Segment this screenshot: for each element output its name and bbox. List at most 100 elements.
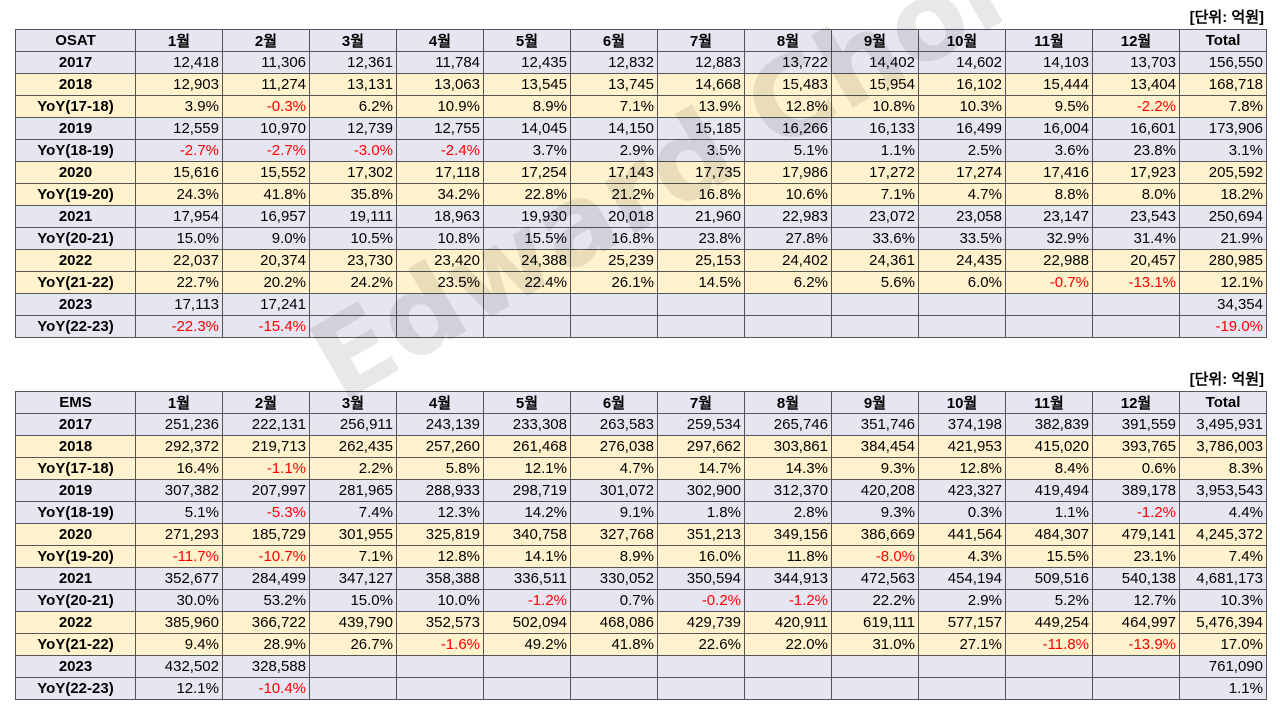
row-label: 2017 (15, 51, 136, 74)
table-cell: 577,157 (918, 611, 1006, 634)
table-cell: 14.1% (483, 545, 571, 568)
table-cell: 26.1% (570, 271, 658, 294)
table-cell: 12,739 (309, 117, 397, 140)
table-cell: 12.7% (1092, 589, 1180, 612)
table-row: YoY(21-22) 9.4% 28.9% 26.7% -1.6% 49.2% 41.8% 2… (15, 633, 1267, 656)
table-cell: 374,198 (918, 413, 1006, 436)
table-name-header: EMS (15, 391, 136, 414)
table-cell (570, 677, 658, 700)
table-cell: 11.8% (744, 545, 832, 568)
table-cell: 23,058 (918, 205, 1006, 228)
table-cell: 472,563 (831, 567, 919, 590)
table-cell (657, 315, 745, 338)
table-cell: 12,361 (309, 51, 397, 74)
table-row: 2021 17,954 16,957 19,111 18,963 19,930 20,018… (15, 205, 1267, 228)
table-cell: 12,832 (570, 51, 658, 74)
table-cell: 432,502 (135, 655, 223, 678)
table-cell: 12.1% (483, 457, 571, 480)
table-row: YoY(19-20) -11.7% -10.7% 7.1% 12.8% 14.1% 8.9%… (15, 545, 1267, 568)
column-header: 8월 (744, 391, 832, 414)
column-header: 3월 (309, 391, 397, 414)
column-header: 6월 (570, 391, 658, 414)
table-cell: 33.5% (918, 227, 1006, 250)
table-cell: 11,784 (396, 51, 484, 74)
table-cell: -2.4% (396, 139, 484, 162)
table-cell: -10.4% (222, 677, 310, 700)
table-cell: 336,511 (483, 567, 571, 590)
table-cell: 468,086 (570, 611, 658, 634)
table-cell: 14.5% (657, 271, 745, 294)
column-header: 12월 (1092, 29, 1180, 52)
table-cell: 619,111 (831, 611, 919, 634)
table-cell: 3,953,543 (1179, 479, 1267, 502)
table-row: 2023 17,113 17,241 34,354 (15, 293, 1267, 316)
row-label: 2022 (15, 611, 136, 634)
table-cell: 17,143 (570, 161, 658, 184)
table-cell: 24.2% (309, 271, 397, 294)
table-cell: 25,153 (657, 249, 745, 272)
table-cell (918, 315, 1006, 338)
table-cell: 12.8% (918, 457, 1006, 480)
table-cell: 3.9% (135, 95, 223, 118)
table-cell: 12.8% (744, 95, 832, 118)
table-cell: 14.2% (483, 501, 571, 524)
table-cell (309, 655, 397, 678)
table-cell: 9.4% (135, 633, 223, 656)
row-label: 2019 (15, 117, 136, 140)
table-cell: 24,361 (831, 249, 919, 272)
table-cell: 19,930 (483, 205, 571, 228)
row-label: 2023 (15, 655, 136, 678)
table-cell: -10.7% (222, 545, 310, 568)
table-cell: 5,476,394 (1179, 611, 1267, 634)
table-cell: 16,957 (222, 205, 310, 228)
table-cell: 276,038 (570, 435, 658, 458)
row-label: YoY(19-20) (15, 545, 136, 568)
table-cell (1092, 315, 1180, 338)
table-cell: 5.8% (396, 457, 484, 480)
table-cell (570, 315, 658, 338)
table-cell: -2.7% (222, 139, 310, 162)
table-cell: 34,354 (1179, 293, 1267, 316)
row-label: YoY(19-20) (15, 183, 136, 206)
table-cell: 31.4% (1092, 227, 1180, 250)
table-cell: 250,694 (1179, 205, 1267, 228)
table-cell: 23,730 (309, 249, 397, 272)
table-cell: 449,254 (1005, 611, 1093, 634)
table-cell (657, 293, 745, 316)
table-cell: 328,588 (222, 655, 310, 678)
table-cell: 263,583 (570, 413, 658, 436)
table-cell: 10.6% (744, 183, 832, 206)
row-label: 2018 (15, 435, 136, 458)
table-cell (918, 293, 1006, 316)
table-cell: 12,418 (135, 51, 223, 74)
table-row: YoY(18-19) -2.7% -2.7% -3.0% -2.4% 3.7% 2.9% 3.… (15, 139, 1267, 162)
row-label: YoY(17-18) (15, 95, 136, 118)
table-cell: 17,923 (1092, 161, 1180, 184)
table-cell: 10.8% (396, 227, 484, 250)
table-cell: 14,402 (831, 51, 919, 74)
table-row: 2023 432,502 328,588 761,090 (15, 655, 1267, 678)
table-cell: -2.7% (135, 139, 223, 162)
table-cell (1092, 677, 1180, 700)
table-cell: 12,755 (396, 117, 484, 140)
table-cell: 30.0% (135, 589, 223, 612)
table-cell: 23,420 (396, 249, 484, 272)
row-label: YoY(22-23) (15, 677, 136, 700)
table-cell: 3.5% (657, 139, 745, 162)
table-cell: 219,713 (222, 435, 310, 458)
table-cell: 22,983 (744, 205, 832, 228)
table-cell (1092, 293, 1180, 316)
table-cell: 11,274 (222, 73, 310, 96)
table-cell: 27.1% (918, 633, 1006, 656)
table-cell: 8.4% (1005, 457, 1093, 480)
table-cell: -15.4% (222, 315, 310, 338)
table-cell: 16.4% (135, 457, 223, 480)
table-cell: 23.8% (1092, 139, 1180, 162)
table-cell: 301,955 (309, 523, 397, 546)
table-cell: 6.0% (918, 271, 1006, 294)
column-header: 2월 (222, 391, 310, 414)
unit-label-ems: [단위: 억원] (1189, 371, 1264, 388)
table-cell: 13,745 (570, 73, 658, 96)
table-cell (744, 677, 832, 700)
table-row: 2019 12,559 10,970 12,739 12,755 14,045 14,150… (15, 117, 1267, 140)
